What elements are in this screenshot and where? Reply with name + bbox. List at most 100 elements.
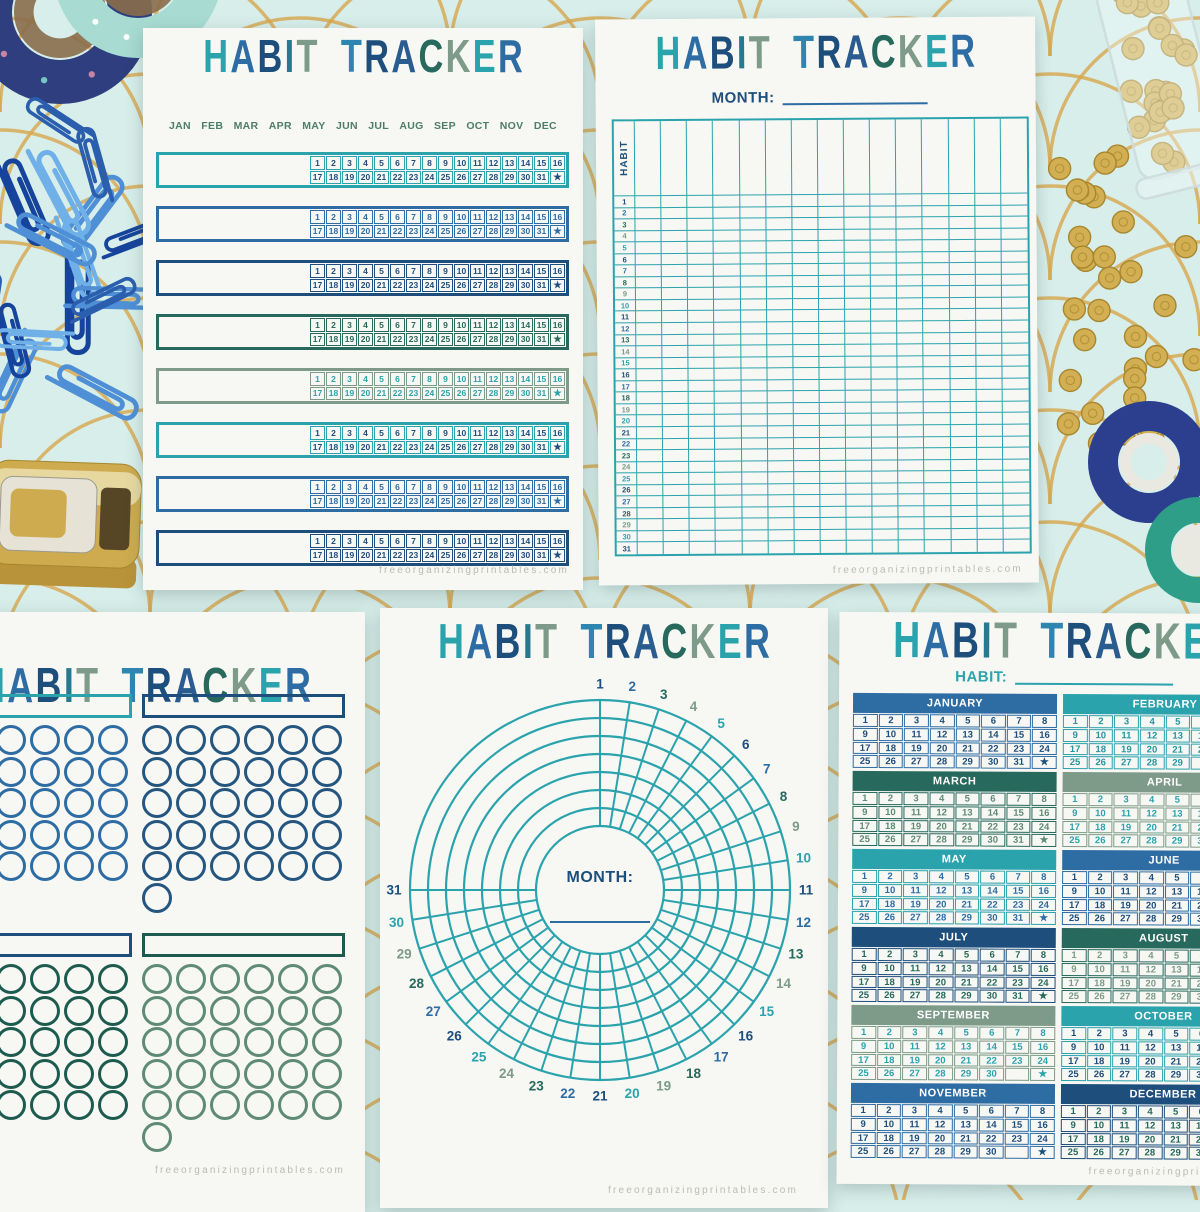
tracker-cell xyxy=(688,253,714,265)
tracker-cell xyxy=(794,426,820,438)
day-cell: 4 xyxy=(1140,715,1165,728)
day-cell: 5 xyxy=(374,210,389,224)
tracker-cell xyxy=(794,472,820,484)
title-letter: E xyxy=(925,30,948,74)
tracker-cell xyxy=(690,508,716,520)
tracker-cell xyxy=(846,449,872,461)
day-cell: 23 xyxy=(406,225,421,239)
day-cell: 5 xyxy=(1165,872,1190,885)
day-cell: 5 xyxy=(1164,1028,1189,1041)
day-cell: 3 xyxy=(342,210,357,224)
day-cell: 5 xyxy=(1165,794,1190,807)
month-label: JAN xyxy=(169,120,191,132)
day-cell: 10 xyxy=(454,372,469,386)
month-label: MONTH: xyxy=(567,869,634,886)
tracker-cell xyxy=(741,415,767,427)
tracker-cell xyxy=(690,531,716,543)
tracker-cell xyxy=(897,206,923,218)
habit-column-cell xyxy=(739,120,766,195)
tracker-cell xyxy=(637,404,663,416)
tracker-cell xyxy=(819,380,845,392)
day-cell: 24 xyxy=(422,279,437,293)
pin-jar xyxy=(1076,0,1200,201)
day-cell: 8 xyxy=(422,156,437,170)
tracker-cell xyxy=(662,231,688,243)
day-cell: 11 xyxy=(902,1118,927,1131)
tracker-cell xyxy=(1001,228,1027,240)
tracker-cell xyxy=(847,541,873,553)
day-number: 13 xyxy=(788,946,804,961)
month-label: NOV xyxy=(500,120,524,132)
day-circle xyxy=(0,964,26,994)
day-cell: 27 xyxy=(470,171,485,185)
day-circle xyxy=(64,1027,94,1057)
tracker-cell xyxy=(899,483,925,495)
day-cell: 21 xyxy=(1164,899,1189,912)
calendar-month-header: AUGUST xyxy=(1062,928,1200,949)
tracker-cell xyxy=(741,392,767,404)
day-cell: 13 xyxy=(502,372,517,386)
tracker-cell xyxy=(925,517,951,529)
day-cell: 30 xyxy=(980,990,1005,1003)
tape-pattern-dot xyxy=(92,19,98,25)
pin-head xyxy=(1066,179,1088,201)
tracker-cell xyxy=(688,219,714,231)
tracker-cell xyxy=(766,253,792,265)
day-cell: 28 xyxy=(928,990,953,1003)
day-cell: 29 xyxy=(502,333,517,347)
day-circle xyxy=(0,1027,26,1057)
day-cell: 25 xyxy=(438,441,453,455)
footer-url: freeorganizingprintables.com xyxy=(379,565,569,576)
habit-column-cell xyxy=(818,120,845,195)
tracker-cell xyxy=(766,241,792,253)
paper-clip xyxy=(47,360,139,421)
tracker-cell xyxy=(663,496,689,508)
day-cell: 12 xyxy=(1139,885,1164,898)
tracker-cell xyxy=(689,461,715,473)
push-pin xyxy=(1183,349,1200,371)
day-cell: 17 xyxy=(1062,899,1087,912)
day-cell: 14 xyxy=(980,962,1005,975)
tracker-cell xyxy=(950,321,976,333)
tracker-cell xyxy=(636,323,662,335)
tracker-cell xyxy=(766,276,792,288)
day-cell: 28 xyxy=(486,387,501,401)
tracker-cell xyxy=(873,541,899,553)
day-cell: 11 xyxy=(904,806,929,819)
day-cell: 7 xyxy=(406,534,421,548)
day-number-cell: 13 xyxy=(615,335,636,347)
day-cell: 20 xyxy=(929,820,954,833)
tracker-cell xyxy=(742,507,768,519)
day-cell: 17 xyxy=(851,1053,876,1066)
habit-name-box xyxy=(159,533,309,563)
tracker-cell xyxy=(767,391,793,403)
day-cell: 26 xyxy=(1088,757,1113,770)
push-pin xyxy=(1049,158,1071,180)
push-pin xyxy=(1082,402,1104,424)
tracker-cell xyxy=(924,344,950,356)
day-cell: 15 xyxy=(534,372,549,386)
tracker-cell xyxy=(1002,390,1028,402)
day-cell: 17 xyxy=(310,387,325,401)
day-cell: 27 xyxy=(1112,1147,1137,1160)
day-cell: 5 xyxy=(954,948,979,961)
day-number: 12 xyxy=(796,915,811,930)
tracker-cell xyxy=(819,322,845,334)
tracker-cell xyxy=(924,448,950,460)
day-number-cell: 8 xyxy=(615,277,636,289)
title-letter: I xyxy=(285,35,295,79)
day-cell: 2 xyxy=(1087,949,1112,962)
day-cell: 13 xyxy=(955,884,980,897)
day-cell: 30 xyxy=(1190,835,1200,848)
day-cell: 11 xyxy=(903,962,928,975)
tracker-cell xyxy=(845,333,871,345)
day-cell: 20 xyxy=(928,1132,953,1145)
day-cell: 11 xyxy=(1112,1041,1137,1054)
day-cell: 11 xyxy=(470,480,485,494)
